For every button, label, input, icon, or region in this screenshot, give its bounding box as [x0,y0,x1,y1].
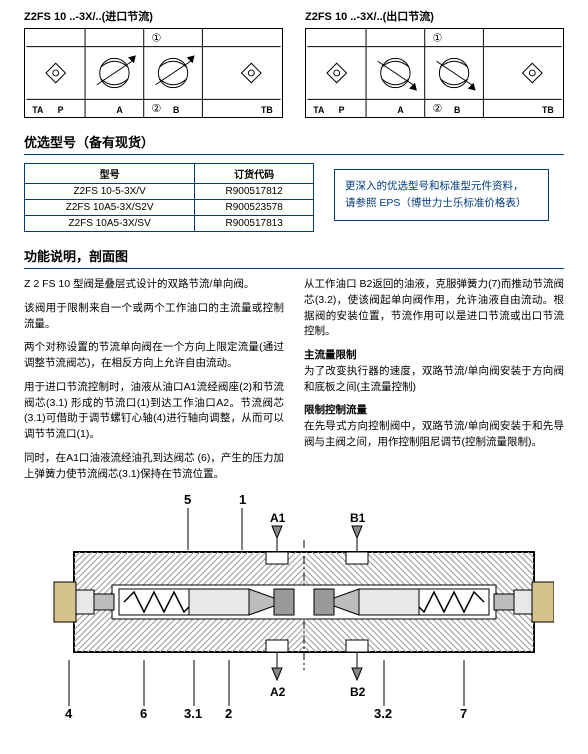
svg-text:P: P [339,105,345,115]
label-5: 5 [184,492,191,507]
para: Z 2 FS 10 型阀是叠层式设计的双路节流/单向阀。 [24,277,284,293]
th-code: 订货代码 [195,164,314,184]
para: 两个对称设置的节流单向阀在一个方向上限定流量(通过调整节流阀芯)，在相反方向上允… [24,340,284,372]
diagram-right: Z2FS 10 ..-3X/..(出口节流) ① ② [305,8,564,118]
cutaway-figure: 5 1 A1 B1 [24,490,564,720]
diagram-right-title: Z2FS 10 ..-3X/..(出口节流) [305,8,564,24]
label-a2: A2 [270,685,286,699]
right-column: 从工作油口 B2返回的油液，克服弹簧力(7)而推动节流阀芯(3.2)，使该阀起单… [304,277,564,490]
svg-text:TB: TB [542,105,554,115]
note-box: 更深入的优选型号和标准型元件资料， 请参照 EPS（博世力士乐标准价格表） [334,169,549,221]
label-32: 3.2 [374,706,392,720]
note-line2: 请参照 EPS（博世力士乐标准价格表） [345,195,538,212]
port-b: B [173,105,179,115]
label-7: 7 [460,706,467,720]
label-4: 4 [65,706,73,720]
th-model: 型号 [25,164,195,184]
label-a1: A1 [270,511,286,525]
svg-text:A: A [397,105,404,115]
section-title-2: 功能说明，剖面图 [24,246,564,269]
port-p: P [58,105,64,115]
circ1-label: ① [152,33,162,45]
para: 主流量限制为了改变执行器的速度，双路节流/单向阀安装于方向阀和底板之间(主流量控… [304,348,564,395]
note-line1: 更深入的优选型号和标准型元件资料， [345,178,538,195]
label-31: 3.1 [184,706,202,720]
left-column: Z 2 FS 10 型阀是叠层式设计的双路节流/单向阀。 该阀用于限制来自一个或… [24,277,284,490]
content-columns: Z 2 FS 10 型阀是叠层式设计的双路节流/单向阀。 该阀用于限制来自一个或… [24,277,564,490]
svg-text:①: ① [433,33,443,45]
parts-table: 型号 订货代码 Z2FS 10-5-3X/VR900517812 Z2FS 10… [24,163,314,232]
label-1: 1 [239,492,246,507]
para: 用于进口节流控制时，油液从油口A1流经阀座(2)和节流阀芯(3.1) 形成的节流… [24,380,284,443]
table-note-row: 型号 订货代码 Z2FS 10-5-3X/VR900517812 Z2FS 10… [24,163,564,232]
diagram-right-box: ① ② TA P [305,28,564,118]
top-diagram-row: Z2FS 10 ..-3X/..(进口节流) ① ② [0,0,588,118]
table-row: Z2FS 10-5-3X/VR900517812 [25,184,314,200]
para: 同时，在A1口油液流经油孔到达阀芯 (6)，产生的压力加上弹簧力使节流阀芯(3.… [24,451,284,483]
diagram-left: Z2FS 10 ..-3X/..(进口节流) ① ② [24,8,283,118]
circ2-label: ② [152,103,162,115]
svg-text:B: B [454,105,460,115]
label-2: 2 [225,706,232,720]
diagram-left-box: ① ② [24,28,283,118]
para: 限制控制流量在先导式方向控制阀中，双路节流/单向阀安装于和先导阀与主阀之间，用作… [304,403,564,450]
section-title-1: 优选型号（备有现货） [24,132,564,155]
svg-text:TA: TA [313,105,325,115]
port-tb: TB [261,105,273,115]
diagram-left-title: Z2FS 10 ..-3X/..(进口节流) [24,8,283,24]
table-row: Z2FS 10A5-3X/S2VR900523578 [25,200,314,216]
table-row: Z2FS 10A5-3X/SVR900517813 [25,216,314,232]
svg-text:②: ② [433,103,443,115]
label-b1: B1 [350,511,366,525]
port-ta: TA [32,105,44,115]
port-a: A [116,105,123,115]
label-b2: B2 [350,685,366,699]
para: 从工作油口 B2返回的油液，克服弹簧力(7)而推动节流阀芯(3.2)，使该阀起单… [304,277,564,340]
para: 该阀用于限制来自一个或两个工作油口的主流量或控制流量。 [24,301,284,333]
label-6: 6 [140,706,147,720]
